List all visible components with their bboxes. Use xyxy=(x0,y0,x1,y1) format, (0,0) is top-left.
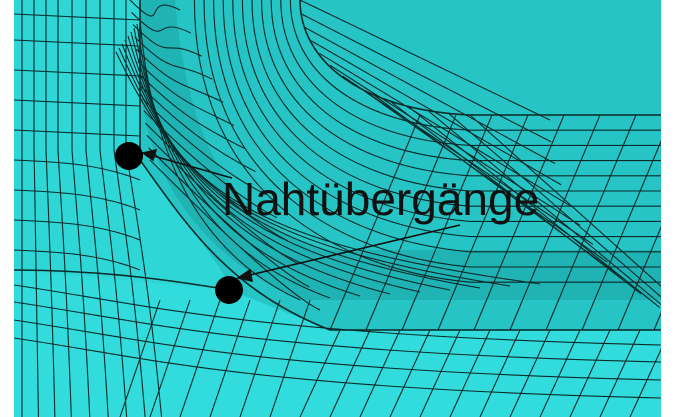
mesh-line xyxy=(149,299,191,417)
mesh-line xyxy=(389,329,431,417)
mesh-line xyxy=(569,329,611,417)
mesh-line xyxy=(203,0,661,268)
mesh-line xyxy=(130,31,391,295)
mesh-line xyxy=(437,114,529,331)
mesh-line xyxy=(14,337,661,399)
mesh-line xyxy=(14,301,661,363)
mesh-line xyxy=(539,329,581,417)
mesh-line xyxy=(299,329,341,417)
mesh-lines xyxy=(14,0,661,417)
mesh-line xyxy=(132,24,202,57)
mesh-line xyxy=(269,299,311,417)
mesh-line xyxy=(232,0,661,222)
mesh-line xyxy=(139,19,301,301)
mesh-line xyxy=(239,299,281,417)
mesh-line xyxy=(479,329,521,417)
weld-fillet xyxy=(140,0,661,300)
mesh-line xyxy=(148,147,310,288)
mesh-edges xyxy=(13,0,661,331)
mesh-line xyxy=(45,0,56,417)
mesh-line xyxy=(319,52,570,206)
mesh-line xyxy=(241,0,661,207)
mesh-line xyxy=(33,0,39,417)
mesh-line xyxy=(99,0,128,417)
mesh-line xyxy=(581,139,661,331)
mesh-line xyxy=(121,43,481,289)
mesh-line xyxy=(300,13,552,143)
mesh-line xyxy=(131,11,192,34)
upper-arrow-head xyxy=(141,148,158,162)
mesh-line xyxy=(134,36,213,80)
mesh-line xyxy=(193,0,661,283)
mesh-line xyxy=(14,13,141,21)
mesh-line xyxy=(473,114,565,331)
mesh-line xyxy=(129,0,181,17)
mesh-line xyxy=(133,27,361,297)
mesh-line xyxy=(304,27,556,165)
mesh-line xyxy=(469,114,661,287)
mesh-line xyxy=(71,0,91,417)
mesh-line xyxy=(629,348,661,417)
mesh-line xyxy=(113,0,146,417)
mesh-line xyxy=(14,69,141,77)
mesh-line xyxy=(509,114,601,331)
weld-toe-marker-upper xyxy=(115,142,143,170)
mesh-line xyxy=(14,249,141,271)
mesh-line xyxy=(179,299,221,417)
mesh-line xyxy=(428,111,661,306)
upper-arrow-line xyxy=(149,154,233,179)
mesh-line xyxy=(124,39,451,291)
mesh-line xyxy=(115,51,541,285)
mesh-line xyxy=(365,114,457,331)
mesh-line xyxy=(419,329,461,417)
mesh-line xyxy=(14,189,141,211)
lower-arrow-head xyxy=(235,268,254,283)
mesh-line xyxy=(270,0,661,162)
mesh-line xyxy=(289,0,661,131)
mesh-line xyxy=(135,48,224,103)
mesh-line xyxy=(329,114,421,331)
mesh-line xyxy=(57,0,72,417)
mesh-line xyxy=(14,319,661,381)
mesh-line xyxy=(14,219,141,241)
mesh-line xyxy=(14,129,141,137)
mesh-line xyxy=(137,61,235,126)
mesh-line xyxy=(401,114,493,331)
lower-skin xyxy=(14,270,661,417)
weld-toe-label: Nahtübergänge xyxy=(222,173,539,225)
mesh-line xyxy=(329,329,371,417)
mesh-line xyxy=(449,329,491,417)
mesh-line xyxy=(251,0,661,192)
mesh-line xyxy=(280,0,661,146)
callout-arrows xyxy=(141,148,461,283)
mesh-line xyxy=(213,0,661,253)
mesh-line xyxy=(261,0,661,177)
mesh-line xyxy=(409,107,661,308)
mesh-line xyxy=(14,99,141,107)
mesh-line xyxy=(545,114,637,331)
mesh-line xyxy=(14,159,141,181)
mesh-line xyxy=(617,225,661,331)
mesh-line xyxy=(449,113,661,298)
weld-toe-marker-lower xyxy=(215,276,243,304)
mesh-line xyxy=(329,64,581,226)
mesh-line xyxy=(390,101,642,295)
mesh-line xyxy=(359,329,401,417)
mesh-line xyxy=(509,329,551,417)
mesh-line xyxy=(299,0,551,121)
mesh-line xyxy=(118,47,511,287)
lower-arrow-line xyxy=(245,224,461,277)
mesh-line xyxy=(127,35,421,293)
mesh-line xyxy=(14,284,661,346)
mesh-line xyxy=(136,23,331,299)
mesh-line xyxy=(138,73,245,149)
